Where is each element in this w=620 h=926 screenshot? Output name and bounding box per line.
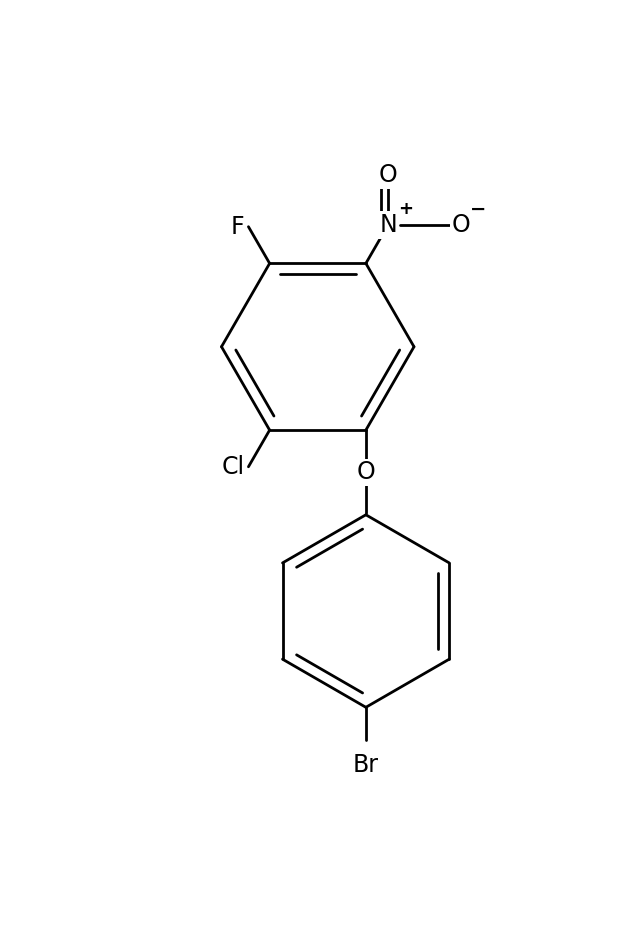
Text: O: O <box>356 460 375 484</box>
Text: O: O <box>379 163 397 187</box>
Text: Cl: Cl <box>221 455 245 479</box>
Text: N: N <box>379 213 397 237</box>
Text: O: O <box>452 213 471 237</box>
Text: Br: Br <box>353 754 379 778</box>
Text: +: + <box>397 200 413 219</box>
Text: −: − <box>470 200 487 219</box>
Text: F: F <box>231 215 245 239</box>
